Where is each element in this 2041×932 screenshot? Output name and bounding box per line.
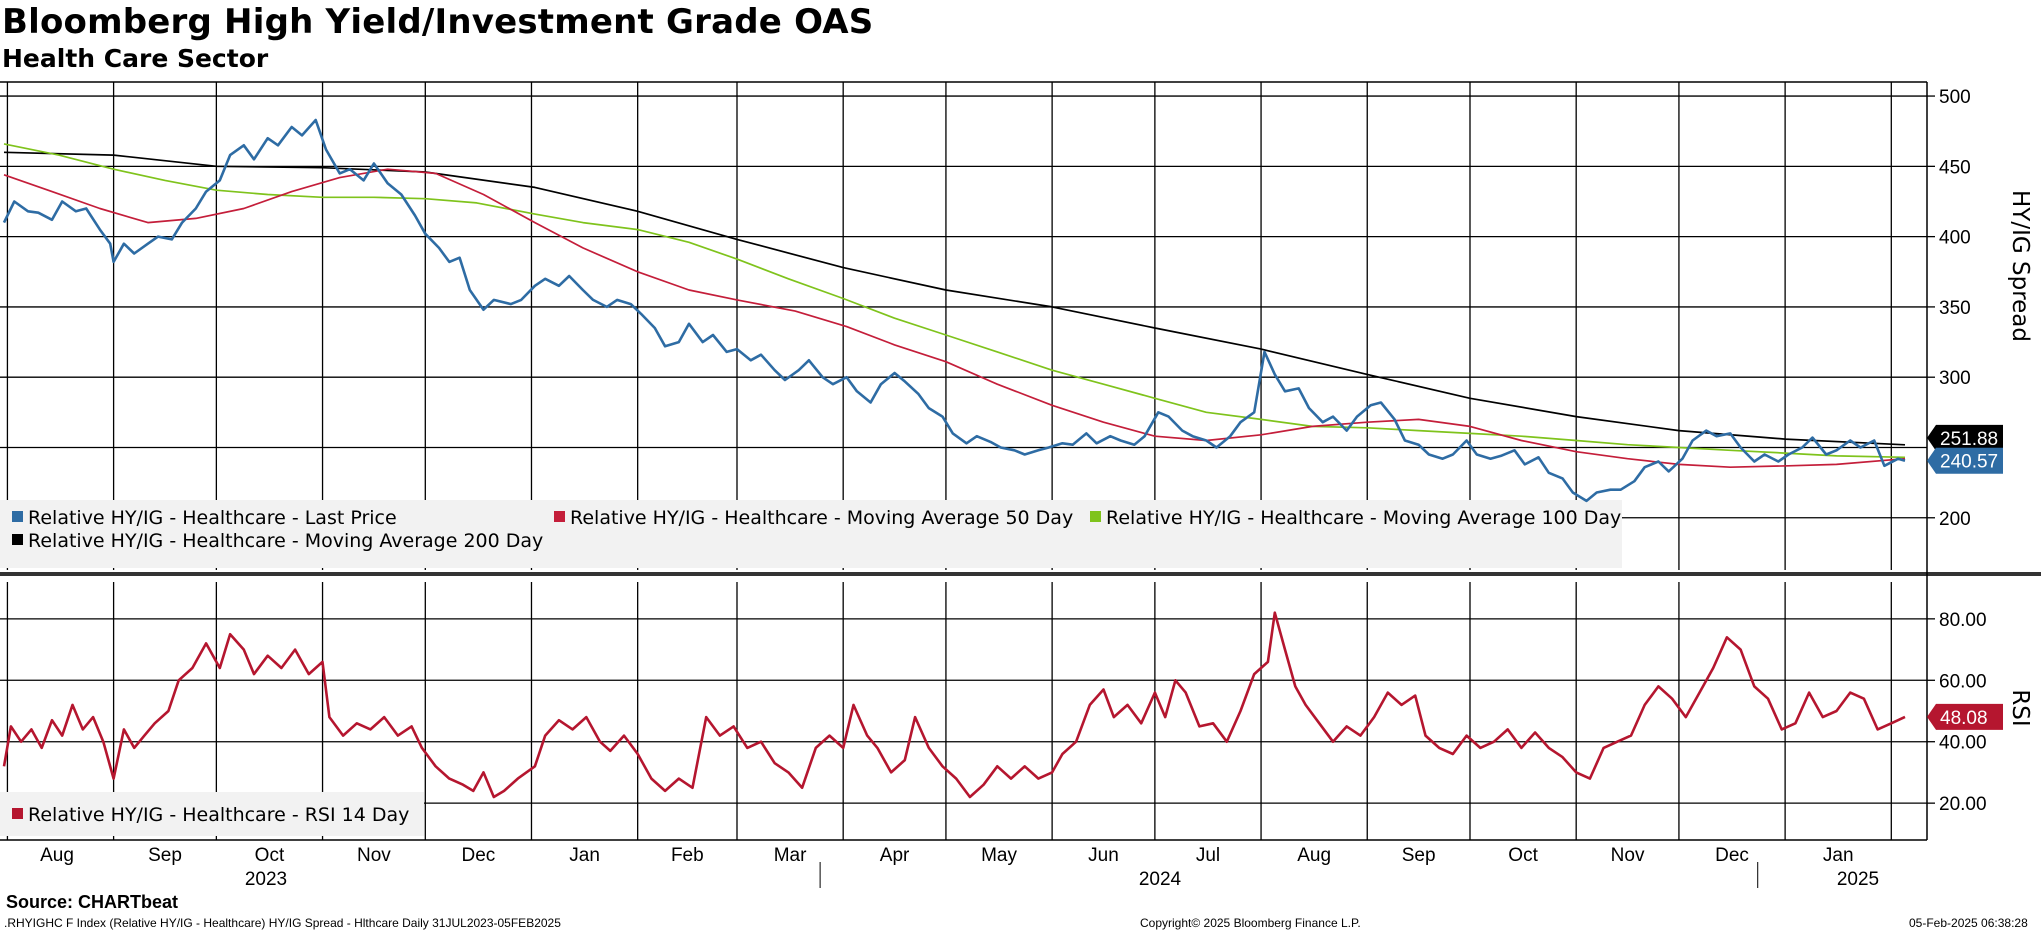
- rsi-last-value-tag: 48.08: [1927, 703, 2003, 730]
- y-tick-label: 200: [1939, 509, 1971, 530]
- x-year-label: 2023: [245, 869, 287, 890]
- rsi-tick-label: 60.00: [1939, 671, 1987, 692]
- value-tag-text: 48.08: [1940, 708, 1988, 729]
- legend-label: Relative HY/IG - Healthcare - Moving Ave…: [28, 530, 543, 552]
- x-month-label: May: [981, 845, 1017, 866]
- legend-label: Relative HY/IG - Healthcare - Moving Ave…: [570, 507, 1073, 529]
- x-month-label: Oct: [255, 845, 285, 866]
- rsi-tick-label: 20.00: [1939, 794, 1987, 815]
- legend-label: Relative HY/IG - Healthcare - Moving Ave…: [1106, 507, 1621, 529]
- ma200-last-value-tag: 251.88: [1927, 424, 2003, 451]
- x-year-label: 2025: [1837, 869, 1879, 890]
- value-tag-shape: [1927, 447, 2003, 474]
- legend-background: [0, 500, 1622, 568]
- grid-layer: [0, 82, 1927, 840]
- x-month-label: Dec: [461, 845, 495, 866]
- x-month-label: Jan: [569, 845, 600, 866]
- y-tick-label: 450: [1939, 157, 1971, 178]
- x-month-label: Feb: [671, 845, 704, 866]
- y-tick-label: 500: [1939, 87, 1971, 108]
- y-tick-label: 300: [1939, 368, 1971, 389]
- rsi-axis-title: RSI: [2007, 689, 2033, 726]
- x-month-label: Jul: [1196, 845, 1220, 866]
- series-line: [3, 143, 1906, 459]
- series-line: [2, 611, 1906, 799]
- legend-swatch: [12, 511, 23, 522]
- x-month-label: Apr: [880, 845, 910, 866]
- legend-label: Relative HY/IG - Healthcare - RSI 14 Day: [28, 804, 409, 826]
- chart-subtitle: Health Care Sector: [2, 44, 269, 73]
- panel-divider: [0, 572, 2041, 576]
- legend-swatch: [554, 511, 565, 522]
- footer-copyright: Copyright© 2025 Bloomberg Finance L.P.: [1140, 916, 1361, 930]
- x-month-label: Jun: [1088, 845, 1119, 866]
- x-month-label: Jan: [1823, 845, 1854, 866]
- value-tag-shape: [1927, 703, 2003, 730]
- x-month-label: Mar: [774, 845, 807, 866]
- legend-background: [0, 792, 424, 836]
- chart-title: Bloomberg High Yield/Investment Grade OA…: [2, 2, 874, 42]
- series-line: [3, 168, 1906, 469]
- last-price-value-tag: 240.57: [1927, 447, 2003, 474]
- y-axis-title: HY/IG Spread: [2007, 190, 2033, 342]
- x-month-label: Sep: [1402, 845, 1436, 866]
- series-line: [3, 151, 1906, 446]
- legend-lower: Relative HY/IG - Healthcare - RSI 14 Day: [0, 792, 424, 836]
- footer-index-description: .RHYIGHC F Index (Relative HY/IG - Healt…: [4, 916, 561, 930]
- y-tick-label: 350: [1939, 298, 1971, 319]
- x-year-label: 2024: [1139, 869, 1182, 890]
- rsi-tick-label: 40.00: [1939, 733, 1987, 754]
- x-month-label: Aug: [40, 845, 74, 866]
- x-month-label: Aug: [1297, 845, 1331, 866]
- series-layer: [2, 118, 1906, 799]
- y-tick-label: 400: [1939, 228, 1971, 249]
- series-line: [2, 118, 1906, 503]
- value-tag-shape: [1927, 424, 2003, 451]
- footer-timestamp: 05-Feb-2025 06:38:28: [1909, 916, 2028, 930]
- axis-layer: 500 450 400 350 300 200 80.00 60.00 40.00 20.00 HY…: [0, 81, 2041, 890]
- x-month-label: Oct: [1508, 845, 1538, 866]
- legend-swatch: [12, 808, 23, 819]
- value-tag-text: 251.88: [1940, 429, 1998, 450]
- x-month-label: Nov: [1611, 845, 1645, 866]
- value-tag-text: 240.57: [1940, 452, 1998, 473]
- x-month-label: Nov: [357, 845, 391, 866]
- source-label: Source: CHARTbeat: [6, 892, 179, 912]
- x-month-label: Dec: [1715, 845, 1749, 866]
- legend-label: Relative HY/IG - Healthcare - Last Price: [28, 507, 397, 529]
- legend-swatch: [12, 534, 23, 545]
- rsi-tick-label: 80.00: [1939, 610, 1987, 631]
- legend-upper: Relative HY/IG - Healthcare - Last Price…: [0, 500, 1622, 568]
- legend-swatch: [1090, 511, 1101, 522]
- x-month-label: Sep: [148, 845, 182, 866]
